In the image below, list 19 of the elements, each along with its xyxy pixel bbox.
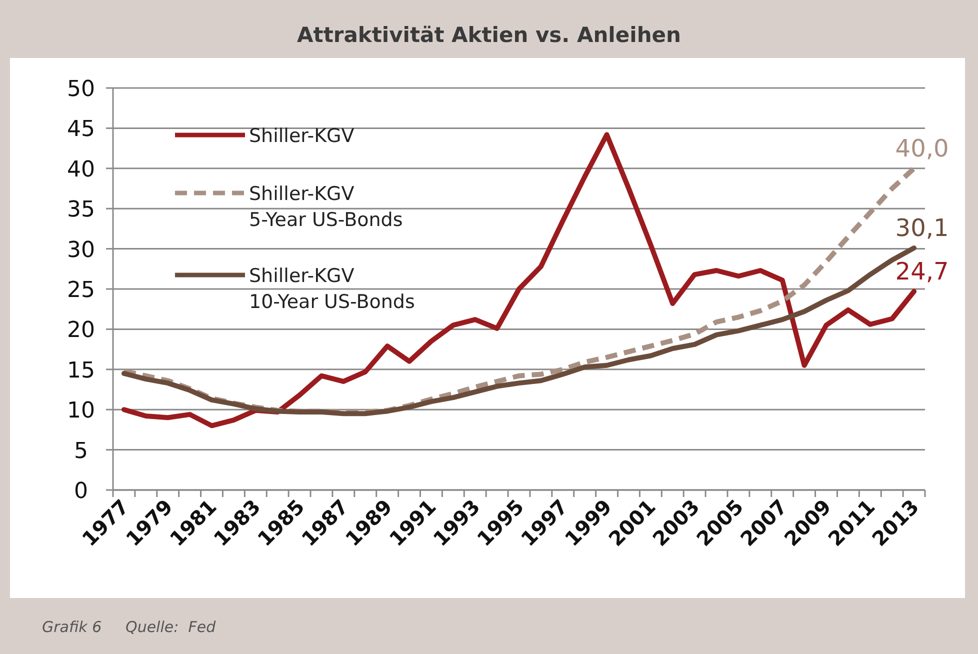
legend-label: Shiller-KGV 10-Year US-Bonds bbox=[249, 265, 415, 313]
y-tick-label: 5 bbox=[74, 438, 88, 464]
y-tick-label: 50 bbox=[67, 77, 95, 102]
y-tick-label: 40 bbox=[67, 157, 95, 182]
y-tick-label: 35 bbox=[67, 198, 95, 223]
legend-label: Shiller-KGV 5-Year US-Bonds bbox=[249, 183, 403, 231]
y-tick-label: 15 bbox=[67, 358, 95, 384]
y-tick-label: 20 bbox=[67, 318, 95, 344]
chart-title: Attraktivität Aktien vs. Anleihen bbox=[297, 23, 681, 47]
data-label: 30,1 bbox=[895, 214, 949, 242]
data-label: 40,0 bbox=[895, 134, 949, 162]
y-tick-label: 10 bbox=[67, 398, 95, 424]
y-tick-label: 45 bbox=[67, 117, 95, 142]
y-tick-label: 0 bbox=[74, 479, 88, 504]
data-label: 24,7 bbox=[895, 257, 949, 286]
y-tick-label: 25 bbox=[67, 278, 95, 303]
y-tick-label: 30 bbox=[67, 238, 95, 263]
legend-label: Shiller-KGV bbox=[249, 125, 354, 147]
text: Grafik 6 Quelle: Fed bbox=[42, 618, 216, 636]
